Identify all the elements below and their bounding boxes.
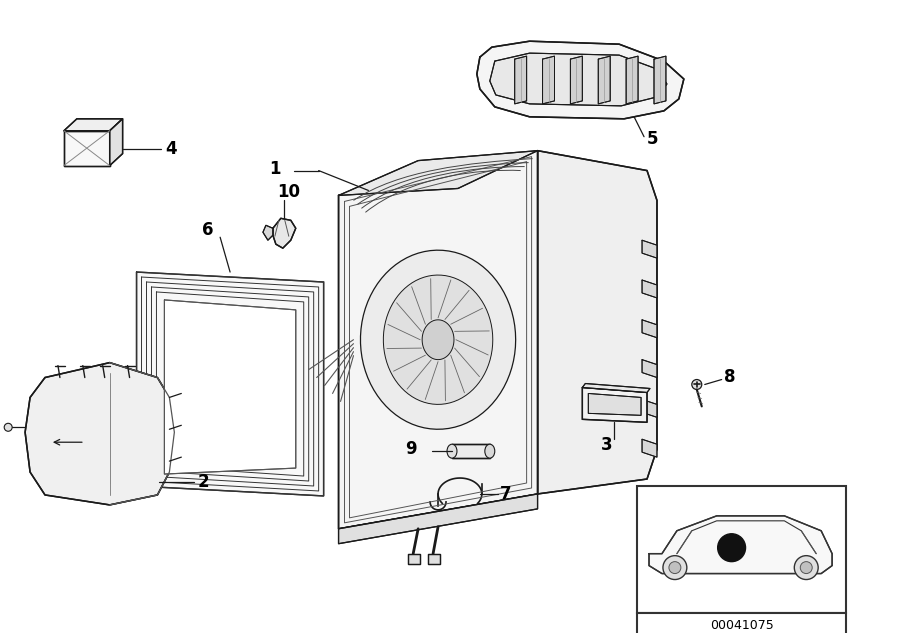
Polygon shape [642, 399, 657, 417]
Polygon shape [582, 384, 650, 392]
Polygon shape [654, 56, 666, 104]
Ellipse shape [485, 444, 495, 458]
Polygon shape [25, 363, 175, 505]
Polygon shape [582, 387, 647, 422]
Circle shape [663, 556, 687, 580]
Text: 6: 6 [202, 221, 214, 239]
Polygon shape [589, 394, 641, 415]
Text: 4: 4 [166, 140, 177, 157]
Polygon shape [165, 300, 296, 474]
Polygon shape [598, 56, 610, 104]
Bar [637, 486, 846, 613]
Polygon shape [64, 119, 122, 131]
Ellipse shape [447, 444, 457, 458]
Text: 10: 10 [277, 184, 300, 201]
Polygon shape [273, 218, 296, 248]
Polygon shape [338, 494, 537, 544]
Polygon shape [137, 272, 324, 496]
Polygon shape [452, 444, 490, 458]
Polygon shape [649, 516, 832, 573]
Circle shape [800, 561, 812, 573]
Text: 7: 7 [500, 485, 511, 503]
Text: 5: 5 [647, 130, 659, 148]
Polygon shape [477, 41, 684, 119]
Polygon shape [383, 275, 493, 404]
Polygon shape [64, 131, 110, 166]
Text: 9: 9 [406, 440, 418, 458]
Polygon shape [642, 280, 657, 298]
Polygon shape [263, 225, 273, 240]
Polygon shape [361, 250, 516, 429]
Polygon shape [490, 53, 667, 106]
Polygon shape [543, 56, 554, 104]
Circle shape [795, 556, 818, 580]
Text: 2: 2 [197, 473, 209, 491]
Polygon shape [428, 554, 440, 564]
Polygon shape [642, 439, 657, 457]
Circle shape [717, 534, 745, 561]
Text: 1: 1 [269, 159, 281, 178]
Polygon shape [626, 56, 638, 104]
Circle shape [692, 380, 702, 389]
Polygon shape [642, 240, 657, 258]
Polygon shape [110, 119, 122, 166]
Polygon shape [515, 56, 526, 104]
Polygon shape [338, 150, 537, 529]
Text: 3: 3 [600, 436, 612, 454]
Bar [637, 613, 846, 635]
Polygon shape [338, 150, 537, 196]
Polygon shape [537, 150, 657, 494]
Text: 00041075: 00041075 [710, 619, 773, 632]
Polygon shape [642, 320, 657, 338]
Polygon shape [422, 320, 454, 359]
Text: 8: 8 [724, 368, 735, 385]
Circle shape [669, 561, 681, 573]
Circle shape [4, 424, 13, 431]
Polygon shape [642, 359, 657, 378]
Polygon shape [571, 56, 582, 104]
Polygon shape [409, 554, 420, 564]
